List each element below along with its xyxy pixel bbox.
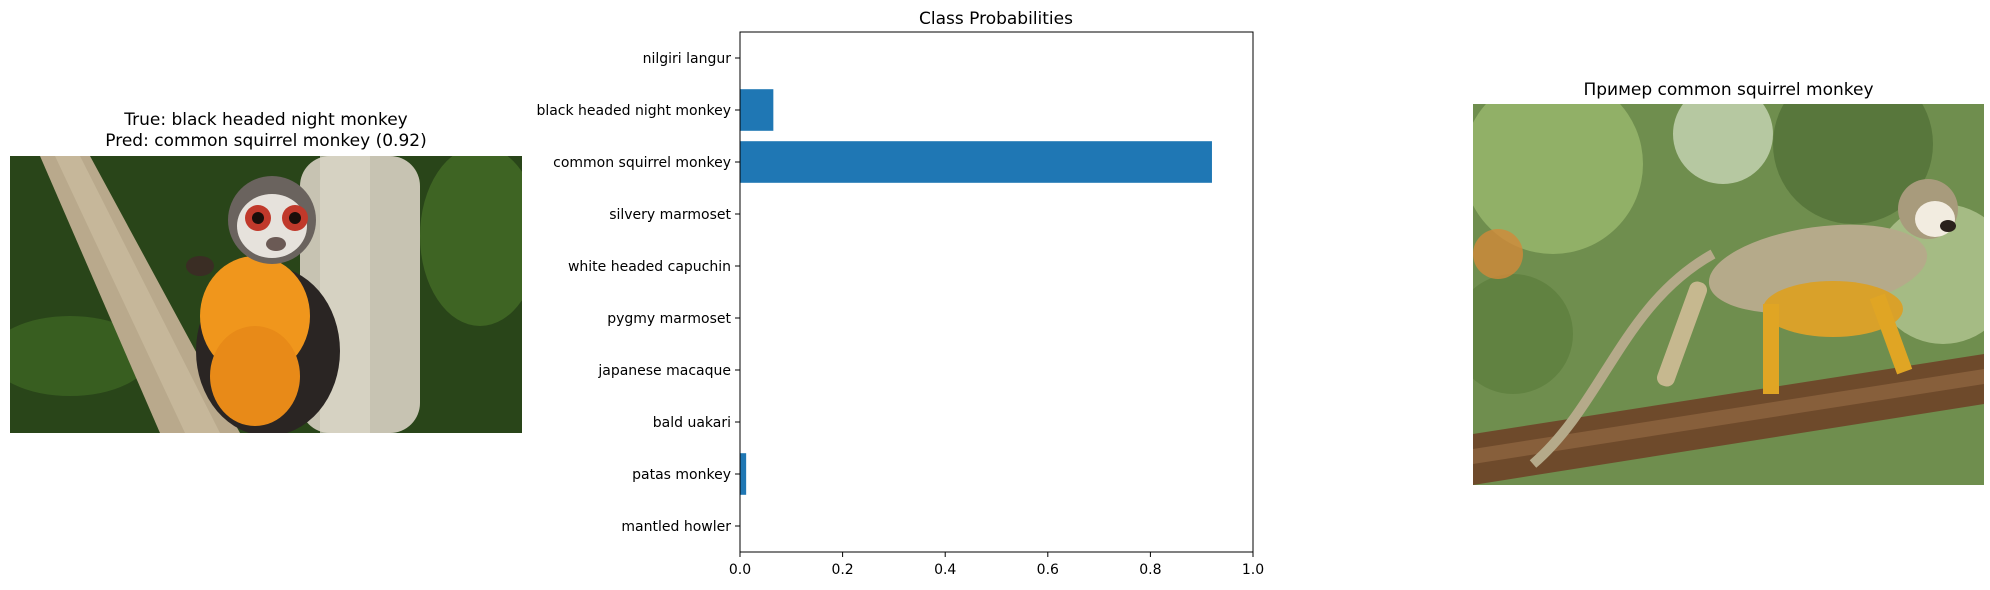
x-tick-label: 0.4 [934,562,956,578]
y-tick-label: bald uakari [653,415,731,431]
pred-label: Pred: common squirrel monkey (0.92) [105,131,427,151]
y-tick-label: silvery marmoset [609,207,731,223]
bar-2 [740,141,1212,183]
x-tick-label: 0.8 [1139,562,1161,578]
y-tick-label: mantled howler [621,519,731,535]
x-tick-label: 0.2 [831,562,853,578]
y-tick-label: pygmy marmoset [607,311,731,327]
x-tick-label: 1.0 [1242,562,1264,578]
left-panel-title: True: black headed night monkey Pred: co… [10,110,522,152]
plot-frame [739,31,1254,553]
true-label: True: black headed night monkey [124,110,408,130]
y-tick-label: black headed night monkey [536,103,731,119]
y-tick-label: patas monkey [632,467,731,483]
y-tick-label: nilgiri langur [643,51,732,67]
chart-title: Class Probabilities [919,9,1073,29]
night-monkey-photo [10,156,522,433]
squirrel-monkey-photo [1473,104,1984,485]
x-tick-label: 0.0 [729,562,751,578]
y-tick-label: common squirrel monkey [553,155,731,171]
right-panel-title: Пример common squirrel monkey [1583,80,1874,100]
y-tick-label: japanese macaque [597,363,731,379]
bar-1 [740,89,774,131]
x-tick-label: 0.6 [1037,562,1059,578]
y-tick-label: white headed capuchin [568,259,731,275]
bar-8 [740,453,747,495]
